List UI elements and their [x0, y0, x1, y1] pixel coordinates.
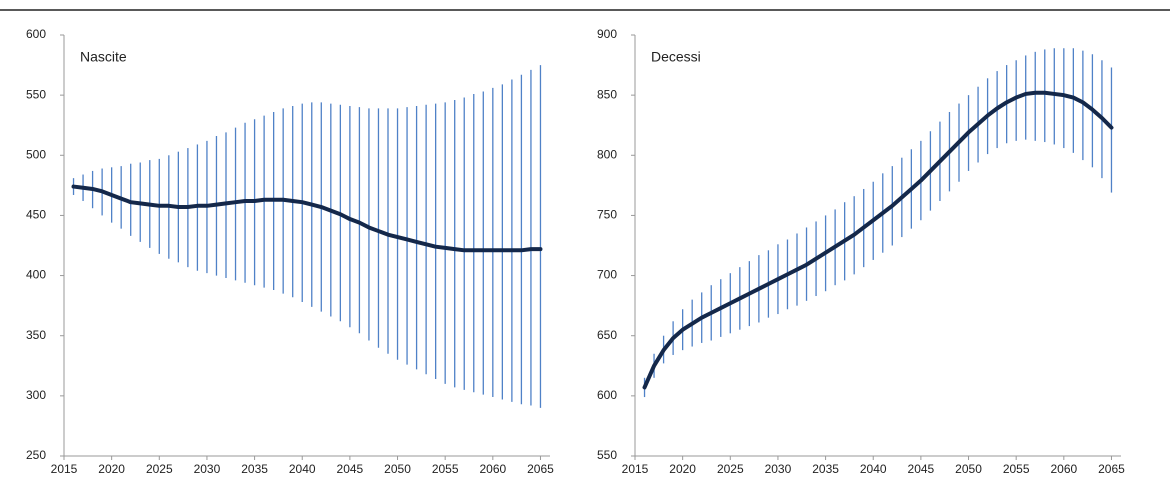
x-tick-label: 2065: [1098, 462, 1125, 476]
y-tick-label: 500: [26, 147, 46, 161]
x-tick-label: 2020: [669, 462, 696, 476]
x-tick-label: 2040: [289, 462, 316, 476]
x-tick-label: 2060: [479, 462, 506, 476]
y-tick-label: 650: [597, 328, 617, 342]
y-tick-label: 450: [26, 208, 46, 222]
x-tick-label: 2020: [98, 462, 125, 476]
y-tick-label: 400: [26, 268, 46, 282]
y-tick-label: 550: [26, 87, 46, 101]
y-tick-label: 600: [26, 27, 46, 41]
median-line: [71, 184, 543, 253]
y-tick-label: 800: [597, 147, 617, 161]
x-tick-label: 2045: [908, 462, 935, 476]
y-tick-label: 300: [26, 388, 46, 402]
x-tick-label: 2015: [622, 462, 649, 476]
chart-title: Decessi: [651, 49, 701, 65]
x-tick-label: 2040: [860, 462, 887, 476]
y-tick-label: 750: [597, 208, 617, 222]
x-tick-label: 2060: [1050, 462, 1077, 476]
y-tick-label: 250: [26, 448, 46, 462]
y-tick-label: 850: [597, 87, 617, 101]
y-tick-label: 600: [597, 388, 617, 402]
chart-title: Nascite: [80, 49, 127, 65]
y-tick-label: 350: [26, 328, 46, 342]
x-tick-label: 2015: [51, 462, 78, 476]
x-tick-label: 2030: [765, 462, 792, 476]
x-tick-label: 2045: [337, 462, 364, 476]
x-tick-label: 2050: [384, 462, 411, 476]
x-tick-label: 2025: [717, 462, 744, 476]
median-line: [642, 90, 1114, 390]
x-tick-label: 2055: [432, 462, 459, 476]
x-tick-label: 2025: [146, 462, 173, 476]
x-tick-label: 2055: [1003, 462, 1030, 476]
y-tick-label: 550: [597, 448, 617, 462]
x-tick-label: 2035: [241, 462, 268, 476]
y-tick-label: 700: [597, 268, 617, 282]
x-tick-label: 2035: [812, 462, 839, 476]
x-tick-label: 2050: [955, 462, 982, 476]
x-tick-label: 2065: [527, 462, 554, 476]
y-tick-label: 900: [597, 27, 617, 41]
x-tick-label: 2030: [194, 462, 221, 476]
